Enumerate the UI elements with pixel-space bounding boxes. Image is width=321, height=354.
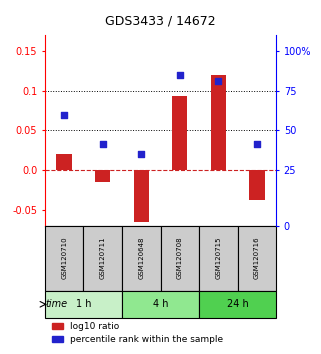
Bar	[249, 170, 265, 200]
Text: GSM120715: GSM120715	[215, 237, 221, 279]
Text: GSM120648: GSM120648	[138, 237, 144, 279]
Bar	[56, 154, 72, 170]
Text: log10 ratio: log10 ratio	[70, 321, 120, 331]
Point	[100, 141, 105, 147]
Bar	[95, 170, 110, 182]
FancyBboxPatch shape	[122, 225, 160, 291]
Point	[62, 112, 67, 118]
Text: GSM120711: GSM120711	[100, 237, 106, 279]
Text: 1 h: 1 h	[76, 299, 91, 309]
Text: percentile rank within the sample: percentile rank within the sample	[70, 335, 223, 343]
Bar	[134, 170, 149, 222]
Point	[254, 141, 259, 147]
FancyBboxPatch shape	[199, 225, 238, 291]
Text: GSM120710: GSM120710	[61, 237, 67, 279]
Bar	[211, 75, 226, 170]
Point	[177, 72, 182, 78]
FancyBboxPatch shape	[83, 225, 122, 291]
FancyBboxPatch shape	[122, 291, 199, 318]
Bar	[172, 96, 187, 170]
Text: 4 h: 4 h	[153, 299, 168, 309]
Bar	[52, 323, 64, 329]
Text: GSM120708: GSM120708	[177, 237, 183, 279]
Text: GDS3433 / 14672: GDS3433 / 14672	[105, 15, 216, 28]
FancyBboxPatch shape	[45, 291, 122, 318]
Text: time: time	[46, 299, 68, 309]
Text: GSM120716: GSM120716	[254, 237, 260, 279]
Point	[216, 79, 221, 84]
Bar	[52, 336, 64, 342]
FancyBboxPatch shape	[199, 291, 276, 318]
Point	[139, 152, 144, 157]
Text: 24 h: 24 h	[227, 299, 248, 309]
FancyBboxPatch shape	[45, 225, 83, 291]
FancyBboxPatch shape	[160, 225, 199, 291]
FancyBboxPatch shape	[238, 225, 276, 291]
